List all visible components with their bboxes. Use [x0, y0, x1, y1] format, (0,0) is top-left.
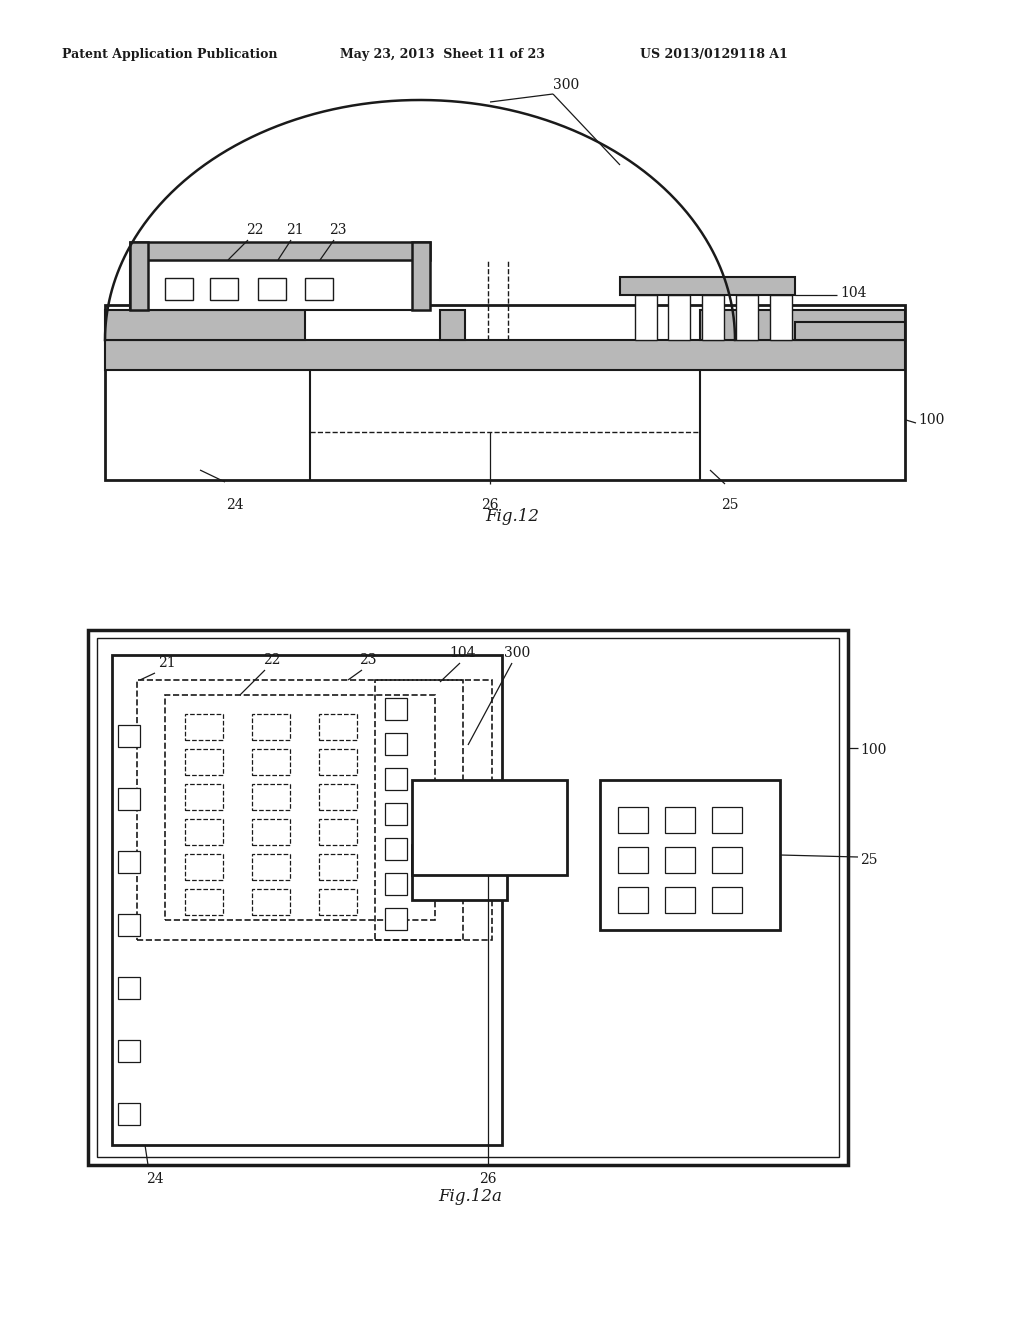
- Bar: [702, 294, 724, 341]
- Bar: [385, 803, 407, 825]
- Bar: [770, 294, 792, 341]
- Bar: [118, 788, 140, 810]
- Bar: [88, 630, 848, 1166]
- Bar: [118, 1104, 140, 1125]
- Text: 100: 100: [918, 413, 944, 426]
- Text: Fig.12a: Fig.12a: [438, 1188, 502, 1205]
- Bar: [700, 310, 905, 341]
- Bar: [258, 279, 286, 300]
- Bar: [385, 768, 407, 789]
- Bar: [618, 887, 648, 913]
- Text: 22: 22: [246, 223, 264, 238]
- Bar: [385, 733, 407, 755]
- Bar: [736, 294, 758, 341]
- Text: 100: 100: [860, 743, 887, 756]
- Bar: [665, 887, 695, 913]
- Text: 25: 25: [721, 498, 738, 512]
- Bar: [118, 913, 140, 936]
- Bar: [130, 260, 430, 310]
- Bar: [210, 279, 238, 300]
- Bar: [412, 242, 430, 310]
- Text: 104: 104: [450, 645, 476, 660]
- Bar: [252, 818, 290, 845]
- Text: May 23, 2013  Sheet 11 of 23: May 23, 2013 Sheet 11 of 23: [340, 48, 545, 61]
- Bar: [137, 680, 492, 940]
- Text: 26: 26: [481, 498, 499, 512]
- Bar: [319, 854, 357, 880]
- Text: 25: 25: [860, 853, 878, 867]
- Bar: [185, 784, 223, 810]
- Text: Fig.12: Fig.12: [485, 508, 539, 525]
- Bar: [618, 807, 648, 833]
- Bar: [620, 277, 795, 294]
- Bar: [252, 748, 290, 775]
- Bar: [712, 847, 742, 873]
- Text: 21: 21: [286, 223, 304, 238]
- Text: 22: 22: [263, 653, 281, 667]
- Bar: [385, 698, 407, 719]
- Bar: [618, 847, 648, 873]
- Bar: [440, 310, 465, 341]
- Bar: [712, 887, 742, 913]
- Bar: [185, 748, 223, 775]
- Bar: [118, 851, 140, 873]
- Text: 24: 24: [226, 498, 244, 512]
- Bar: [118, 977, 140, 999]
- Text: 300: 300: [504, 645, 530, 660]
- Bar: [412, 780, 567, 875]
- Bar: [105, 310, 305, 341]
- Bar: [305, 279, 333, 300]
- Bar: [185, 854, 223, 880]
- Text: 26: 26: [479, 1172, 497, 1185]
- Bar: [385, 873, 407, 895]
- Bar: [447, 838, 467, 858]
- Bar: [635, 294, 657, 341]
- Bar: [600, 780, 780, 931]
- Bar: [97, 638, 839, 1158]
- Bar: [118, 1040, 140, 1063]
- Bar: [319, 784, 357, 810]
- Bar: [185, 714, 223, 741]
- Bar: [412, 845, 507, 900]
- Bar: [105, 341, 905, 370]
- Bar: [252, 784, 290, 810]
- Bar: [105, 305, 905, 480]
- Bar: [319, 748, 357, 775]
- Text: 300: 300: [553, 78, 580, 92]
- Bar: [319, 714, 357, 741]
- Bar: [130, 242, 430, 260]
- Bar: [252, 714, 290, 741]
- Bar: [112, 655, 502, 1144]
- Text: 23: 23: [330, 223, 347, 238]
- Bar: [375, 680, 463, 940]
- Text: 23: 23: [359, 653, 377, 667]
- Bar: [185, 888, 223, 915]
- Bar: [130, 242, 148, 310]
- Bar: [319, 888, 357, 915]
- Bar: [665, 847, 695, 873]
- Bar: [252, 854, 290, 880]
- Bar: [252, 888, 290, 915]
- Text: US 2013/0129118 A1: US 2013/0129118 A1: [640, 48, 787, 61]
- Text: 24: 24: [146, 1172, 164, 1185]
- Bar: [165, 696, 435, 920]
- Bar: [385, 838, 407, 861]
- Bar: [118, 725, 140, 747]
- Bar: [165, 279, 193, 300]
- Bar: [795, 322, 905, 341]
- Bar: [319, 818, 357, 845]
- Bar: [385, 908, 407, 931]
- Text: 21: 21: [158, 656, 176, 671]
- Text: 104: 104: [840, 286, 866, 300]
- Bar: [665, 807, 695, 833]
- Text: Patent Application Publication: Patent Application Publication: [62, 48, 278, 61]
- Bar: [185, 818, 223, 845]
- Bar: [668, 294, 690, 341]
- Bar: [712, 807, 742, 833]
